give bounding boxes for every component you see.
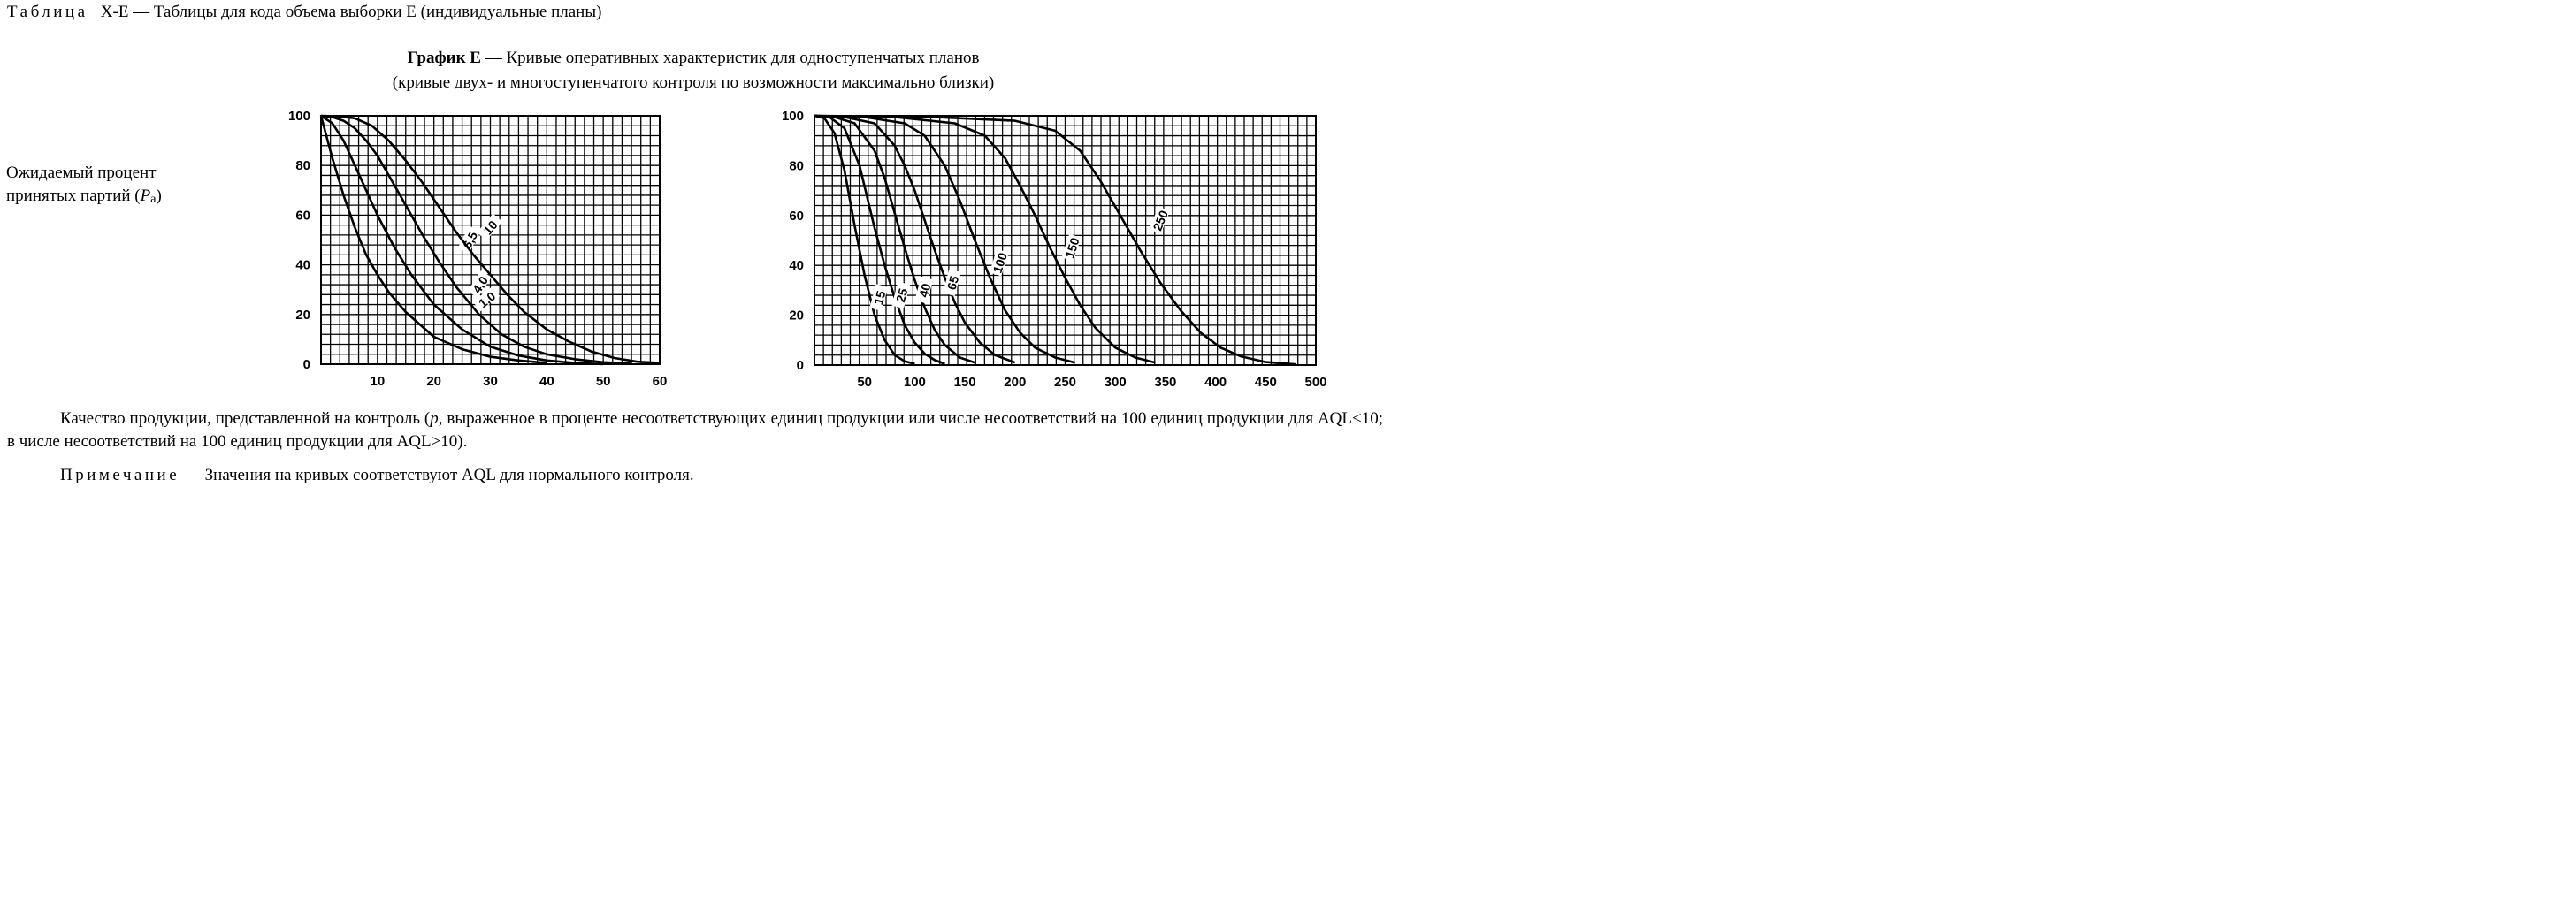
note-word: Примечание xyxy=(60,466,180,484)
left-x-tick-label: 60 xyxy=(653,374,668,389)
right-curve-label-bg xyxy=(1149,206,1171,234)
right-x-tick-label: 450 xyxy=(1255,375,1277,390)
oc-chart-right: 0 20 40 60 80 100 50 100 150 200 250 300 350 400 450 50… xyxy=(782,109,1327,390)
left-curve-10 xyxy=(320,114,661,364)
left-x-tick-label: 50 xyxy=(596,374,611,389)
chart-title-line2: (кривые двух- и многоступенчатого контро… xyxy=(392,73,995,92)
left-y-tick-label: 20 xyxy=(295,308,310,323)
right-curve-label: 100 xyxy=(990,251,1011,275)
left-curve-label-bg xyxy=(457,225,481,254)
right-curve-label-bg xyxy=(989,248,1009,277)
y-axis-label: Ожидаемый процент принятых партий (Pa) xyxy=(6,164,162,206)
right-x-tick-label: 100 xyxy=(904,375,926,390)
left-curve-1-0 xyxy=(319,115,547,364)
right-curve-150 xyxy=(814,114,1156,364)
left-y-tick-label: 0 xyxy=(303,357,310,372)
left-curve-label-bg xyxy=(467,270,492,299)
left-y-tick-label: 40 xyxy=(295,258,310,273)
left-x-tick-label: 40 xyxy=(539,374,554,389)
right-x-tick-label: 50 xyxy=(857,375,872,390)
right-x-tick-label: 400 xyxy=(1204,375,1227,390)
right-curve-100 xyxy=(814,114,1076,364)
right-plot-frame xyxy=(814,115,1317,366)
caption: Качество продукции, представленной на ко… xyxy=(7,409,1383,451)
right-curve-label: 40 xyxy=(916,282,934,299)
right-x-tick-label: 350 xyxy=(1154,375,1176,390)
note-text: — Значения на кривых соответствуют AQL д… xyxy=(180,466,694,484)
right-curve-label: 25 xyxy=(893,286,911,303)
right-curve-250 xyxy=(814,114,1296,366)
right-y-tick-label: 80 xyxy=(789,158,804,173)
left-x-tick-label: 30 xyxy=(483,374,498,389)
left-y-tick-label: 100 xyxy=(288,109,310,124)
right-curve-15 xyxy=(814,114,915,365)
left-curve-6-5 xyxy=(320,114,632,365)
left-curve-4-0 xyxy=(320,114,604,366)
right-curve-label: 65 xyxy=(944,274,962,291)
left-x-tick-label: 20 xyxy=(426,374,441,389)
left-x-tick-label: 10 xyxy=(370,374,385,389)
right-curve-40 xyxy=(814,114,975,364)
chart-title-bold: График Е xyxy=(407,49,481,67)
right-x-tick-label: 500 xyxy=(1304,375,1326,390)
table-word: Таблица xyxy=(7,3,88,21)
left-curve-label-bg xyxy=(477,213,503,241)
right-curve-label: 15 xyxy=(871,289,889,306)
right-y-tick-label: 0 xyxy=(797,358,804,373)
left-y-tick-label: 80 xyxy=(295,158,310,173)
right-x-tick-label: 250 xyxy=(1054,375,1076,390)
chart-title: График Е — Кривые оперативных характерис… xyxy=(0,46,1387,95)
left-curve-label-bg xyxy=(472,286,501,312)
left-plot-frame xyxy=(320,115,661,365)
right-curve-label: 150 xyxy=(1062,236,1082,260)
note: Примечание — Значения на кривых соответс… xyxy=(60,466,694,485)
right-curve-65 xyxy=(814,114,1016,364)
right-y-tick-label: 60 xyxy=(789,209,804,224)
right-x-tick-label: 150 xyxy=(954,375,976,390)
chart-title-line1: График Е — Кривые оперативных характерис… xyxy=(0,46,1387,71)
right-curve-label-bg xyxy=(1061,233,1082,262)
right-x-tick-label: 300 xyxy=(1105,375,1127,390)
chart-title-line1-rest: — Кривые оперативных характеристик для о… xyxy=(480,49,980,67)
left-y-tick-label: 60 xyxy=(295,208,310,223)
right-y-tick-label: 100 xyxy=(782,109,804,124)
right-y-tick-label: 40 xyxy=(789,258,804,273)
right-curve-25 xyxy=(814,114,945,365)
right-grid xyxy=(814,115,1317,366)
right-x-tick-label: 200 xyxy=(1004,375,1026,390)
right-y-tick-label: 20 xyxy=(789,308,804,324)
table-title-text: X-E — Таблицы для кода объема выборки Е … xyxy=(100,3,602,21)
table-title: Таблица X-E — Таблицы для кода объема вы… xyxy=(7,3,601,22)
